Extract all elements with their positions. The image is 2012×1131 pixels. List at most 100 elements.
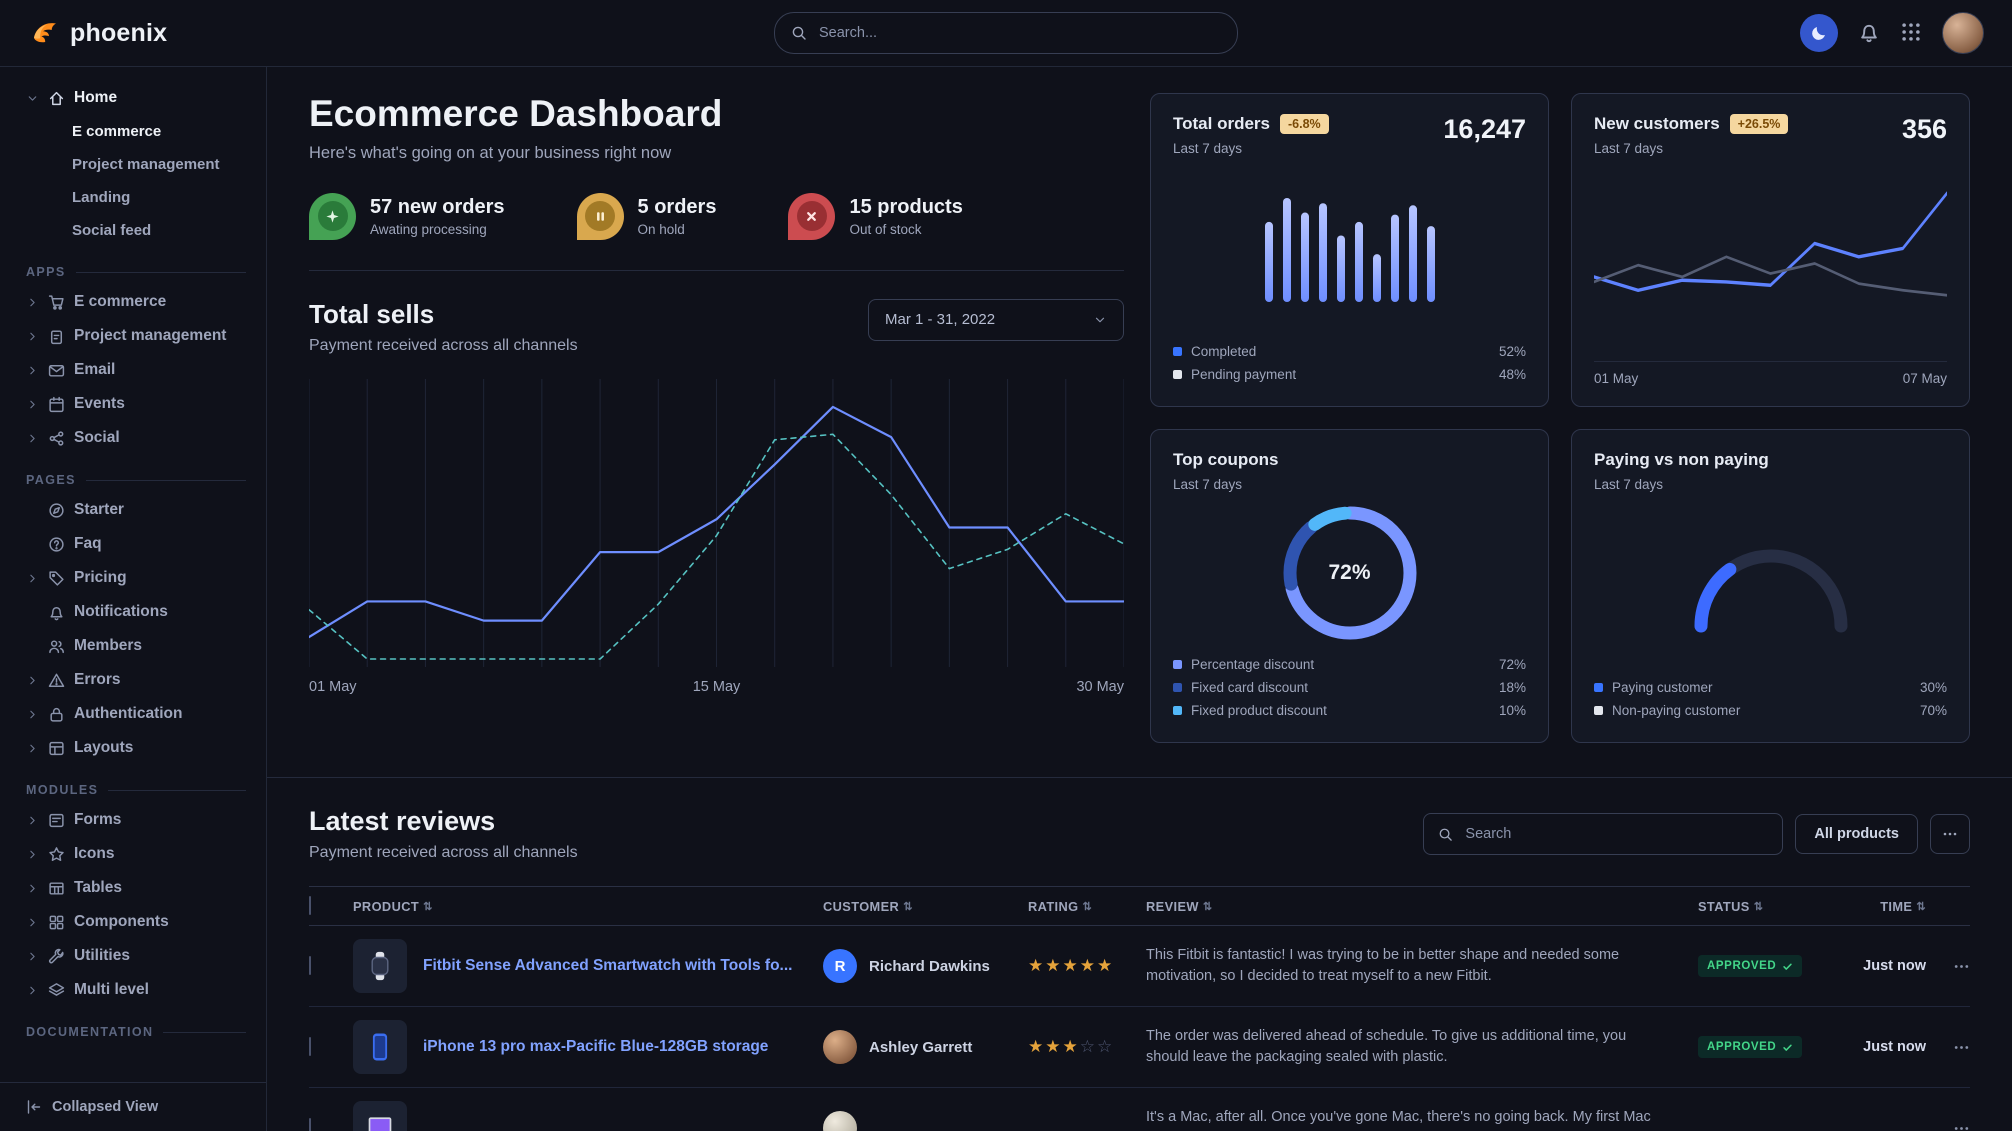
caret-right-icon — [26, 916, 39, 929]
reviews-more-button[interactable] — [1930, 814, 1970, 854]
search-icon — [1438, 827, 1453, 842]
sidebar-item-label: Authentication — [74, 705, 183, 723]
sidebar-item-icons[interactable]: Icons — [20, 837, 246, 871]
stat-value: 5 orders — [638, 196, 717, 219]
sidebar-item-label: E commerce — [74, 293, 166, 311]
stat-value: 57 new orders — [370, 196, 505, 219]
sidebar-item-pricing[interactable]: Pricing — [20, 561, 246, 595]
sidebar-item-label: Members — [74, 637, 142, 655]
trend-badge: -6.8% — [1280, 114, 1329, 134]
row-actions-button[interactable] — [1953, 1039, 1970, 1056]
all-products-button[interactable]: All products — [1795, 814, 1918, 854]
sidebar-item-social[interactable]: Social — [20, 421, 246, 455]
mail-icon — [48, 362, 65, 379]
sidebar-item-forms[interactable]: Forms — [20, 803, 246, 837]
review-table-row: Fitbit Sense Advanced Smartwatch with To… — [309, 926, 1970, 1007]
sort-icon[interactable]: ⇅ — [1916, 900, 1926, 913]
sidebar-item-starter[interactable]: Starter — [20, 493, 246, 527]
date-range-value: Mar 1 - 31, 2022 — [885, 311, 995, 328]
sidebar-item-multi-level[interactable]: Multi level — [20, 973, 246, 1007]
donut-center-label: 72% — [1274, 497, 1426, 649]
x-tick: 30 May — [1076, 679, 1124, 695]
product-link[interactable]: iPhone 13 pro max-Pacific Blue-128GB sto… — [423, 1038, 784, 1056]
reviews-search-input[interactable] — [1463, 825, 1768, 843]
latest-reviews-section: Latest reviews Payment received across a… — [267, 777, 2012, 1131]
sidebar-item-events[interactable]: Events — [20, 387, 246, 421]
calendar-icon — [48, 396, 65, 413]
orders-bar-chart — [1173, 156, 1526, 340]
sidebar-item-label: Project management — [74, 327, 226, 345]
card-period: Last 7 days — [1173, 141, 1329, 156]
brand[interactable]: phoenix — [28, 17, 167, 49]
collapsed-view-toggle[interactable]: Collapsed View — [0, 1082, 266, 1131]
row-checkbox[interactable] — [309, 1037, 311, 1056]
sidebar-item-errors[interactable]: Errors — [20, 663, 246, 697]
card-period: Last 7 days — [1594, 477, 1947, 492]
sidebar-section-label-documentation: DOCUMENTATION — [26, 1025, 246, 1039]
column-header-customer[interactable]: CUSTOMER⇅ — [823, 899, 1028, 914]
coupons-donut-chart: 72% — [1173, 492, 1526, 653]
row-checkbox[interactable] — [309, 956, 311, 975]
sidebar-item-tables[interactable]: Tables — [20, 871, 246, 905]
row-actions-button[interactable] — [1953, 1120, 1970, 1131]
sidebar-item-authentication[interactable]: Authentication — [20, 697, 246, 731]
row-checkbox[interactable] — [309, 1118, 311, 1131]
global-search[interactable] — [774, 12, 1238, 54]
sidebar-item-faq[interactable]: Faq — [20, 527, 246, 561]
sidebar-item-home[interactable]: Home — [20, 81, 246, 115]
sidebar-item-project-management[interactable]: Project management — [20, 319, 246, 353]
column-header-review[interactable]: REVIEW⇅ — [1146, 899, 1698, 914]
sidebar-subitem-landing[interactable]: Landing — [20, 181, 246, 214]
sidebar-item-layouts[interactable]: Layouts — [20, 731, 246, 765]
status-badge: APPROVED — [1698, 955, 1802, 977]
caret-right-icon — [26, 364, 39, 377]
product-link[interactable]: Fitbit Sense Advanced Smartwatch with To… — [423, 957, 808, 975]
new-customers-value: 356 — [1902, 114, 1947, 145]
card-title: Total orders — [1173, 114, 1270, 134]
utilities-icon — [48, 948, 65, 965]
sidebar-item-email[interactable]: Email — [20, 353, 246, 387]
nine-dots-menu-button[interactable] — [1900, 21, 1922, 46]
top-navbar: phoenix — [0, 0, 2012, 67]
pause-icon — [593, 209, 608, 224]
caret-right-icon — [26, 398, 39, 411]
reviews-search[interactable] — [1423, 813, 1783, 855]
select-all-checkbox[interactable] — [309, 896, 311, 915]
sidebar-item-components[interactable]: Components — [20, 905, 246, 939]
column-header-product[interactable]: PRODUCT⇅ — [353, 899, 823, 914]
reviews-table-body: Fitbit Sense Advanced Smartwatch with To… — [309, 926, 1970, 1131]
column-header-status[interactable]: STATUS⇅ — [1698, 899, 1830, 914]
new-customers-line-chart — [1594, 156, 1947, 361]
global-search-input[interactable] — [817, 24, 1221, 42]
sidebar-subitem-social-feed[interactable]: Social feed — [20, 214, 246, 247]
sidebar-item-utilities[interactable]: Utilities — [20, 939, 246, 973]
layout-icon — [48, 740, 65, 757]
x-tick: 01 May — [309, 679, 357, 695]
sidebar-subitem-project-management[interactable]: Project management — [20, 148, 246, 181]
ellipsis-icon — [1942, 826, 1958, 842]
column-header-time[interactable]: TIME⇅ — [1830, 899, 1926, 914]
sort-icon[interactable]: ⇅ — [1083, 900, 1093, 913]
sidebar-section-label-modules: MODULES — [26, 783, 246, 797]
caret-right-icon — [26, 814, 39, 827]
sort-icon[interactable]: ⇅ — [1203, 900, 1213, 913]
theme-toggle-button[interactable] — [1800, 14, 1838, 52]
row-actions-button[interactable] — [1953, 958, 1970, 975]
sidebar-item-e-commerce[interactable]: E commerce — [20, 285, 246, 319]
caret-right-icon — [26, 432, 39, 445]
sidebar-item-notifications[interactable]: Notifications — [20, 595, 246, 629]
column-header-rating[interactable]: RATING⇅ — [1028, 899, 1146, 914]
date-range-select[interactable]: Mar 1 - 31, 2022 — [868, 299, 1124, 341]
sidebar-item-members[interactable]: Members — [20, 629, 246, 663]
sort-icon[interactable]: ⇅ — [423, 900, 433, 913]
notifications-button[interactable] — [1858, 21, 1880, 46]
sidebar-subitem-e-commerce[interactable]: E commerce — [20, 115, 246, 148]
stat-blob — [788, 193, 835, 240]
user-avatar[interactable] — [1942, 12, 1984, 54]
sort-icon[interactable]: ⇅ — [1754, 900, 1764, 913]
product-thumbnail — [353, 1101, 407, 1131]
sort-icon[interactable]: ⇅ — [903, 900, 913, 913]
